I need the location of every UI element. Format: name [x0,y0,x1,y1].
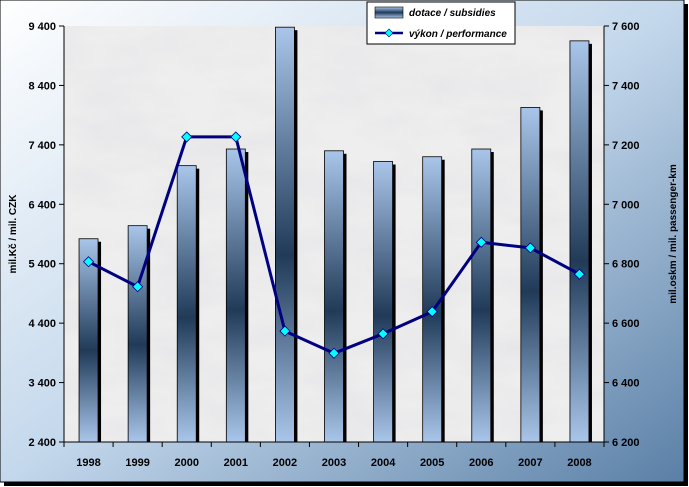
marker-1999 [132,281,144,293]
marker-2003 [328,347,340,359]
x-tick-label: 2007 [518,457,542,469]
bar-2004 [373,161,393,443]
bar-2001 [225,148,246,443]
marker-1998 [82,256,95,268]
marker-2008 [573,268,586,280]
x-tick-label: 1998 [76,457,100,469]
right-tick-label: 7 000 [612,199,640,211]
x-tick-group: 1998 1999 2000 2001 2002 2003 2004 2005 2006 2007… [63,442,605,469]
left-tick-label: 7 400 [28,140,56,152]
left-tick-label: 8 400 [28,80,56,92]
x-tick-label: 2003 [322,457,346,469]
marker-2001 [230,131,242,143]
bar-1998 [78,238,99,443]
bar-2008 [569,40,590,443]
left-tick-label: 6 400 [28,199,56,211]
bar-2002 [275,26,295,443]
bar-1999 [127,225,148,443]
left-tick-label: 4 400 [28,318,56,330]
legend-bar-swatch [374,6,404,19]
x-tick-label: 2005 [420,457,444,469]
marker-layer [82,131,586,359]
right-tick-label: 6 200 [612,437,640,449]
bar-2003 [324,150,344,443]
marker-2004 [377,328,389,340]
marker-2007 [524,242,536,254]
x-tick-label: 2006 [469,457,493,469]
right-axis-title: mil.oskm / mil. passenger-km [668,164,679,304]
left-tick-label: 5 400 [28,259,56,271]
bar-2000 [176,165,197,443]
legend-bar-label: dotace / subsidies [409,8,496,19]
left-tick-group: 2 400 3 400 4 400 5 400 6 400 7 400 8 400 9 400 [28,21,64,449]
legend: dotace / subsidies výkon / performance [366,1,516,45]
x-tick-label: 2002 [273,457,297,469]
left-axis-title: mil.Kč / mil. CZK [8,194,19,274]
right-tick-label: 6 600 [612,318,640,330]
left-tick-label: 2 400 [28,437,56,449]
right-tick-label: 6 800 [612,259,640,271]
x-tick-label: 2000 [174,457,198,469]
left-tick-label: 9 400 [28,21,56,33]
right-tick-label: 7 200 [612,140,640,152]
right-tick-label: 7 400 [612,80,640,92]
right-tick-group: 6 200 6 400 6 600 6 800 7 000 7 200 7 400 7 600 [604,21,640,449]
marker-2005 [426,306,438,318]
x-tick-label: 1999 [125,457,149,469]
right-tick-label: 7 600 [612,21,640,33]
bar-layer [78,26,592,443]
marker-2000 [181,131,193,143]
left-tick-label: 3 400 [28,378,56,390]
marker-2002 [279,325,291,337]
bar-2007 [520,107,541,443]
right-tick-label: 6 400 [612,378,640,390]
x-tick-label: 2008 [567,457,591,469]
bar-2005 [422,156,443,443]
legend-line-marker [384,28,394,38]
legend-line-label: výkon / performance [409,29,507,40]
bar-2006 [471,148,492,443]
x-tick-label: 2001 [224,457,248,469]
marker-2006 [475,236,487,248]
x-tick-label: 2004 [371,457,396,469]
